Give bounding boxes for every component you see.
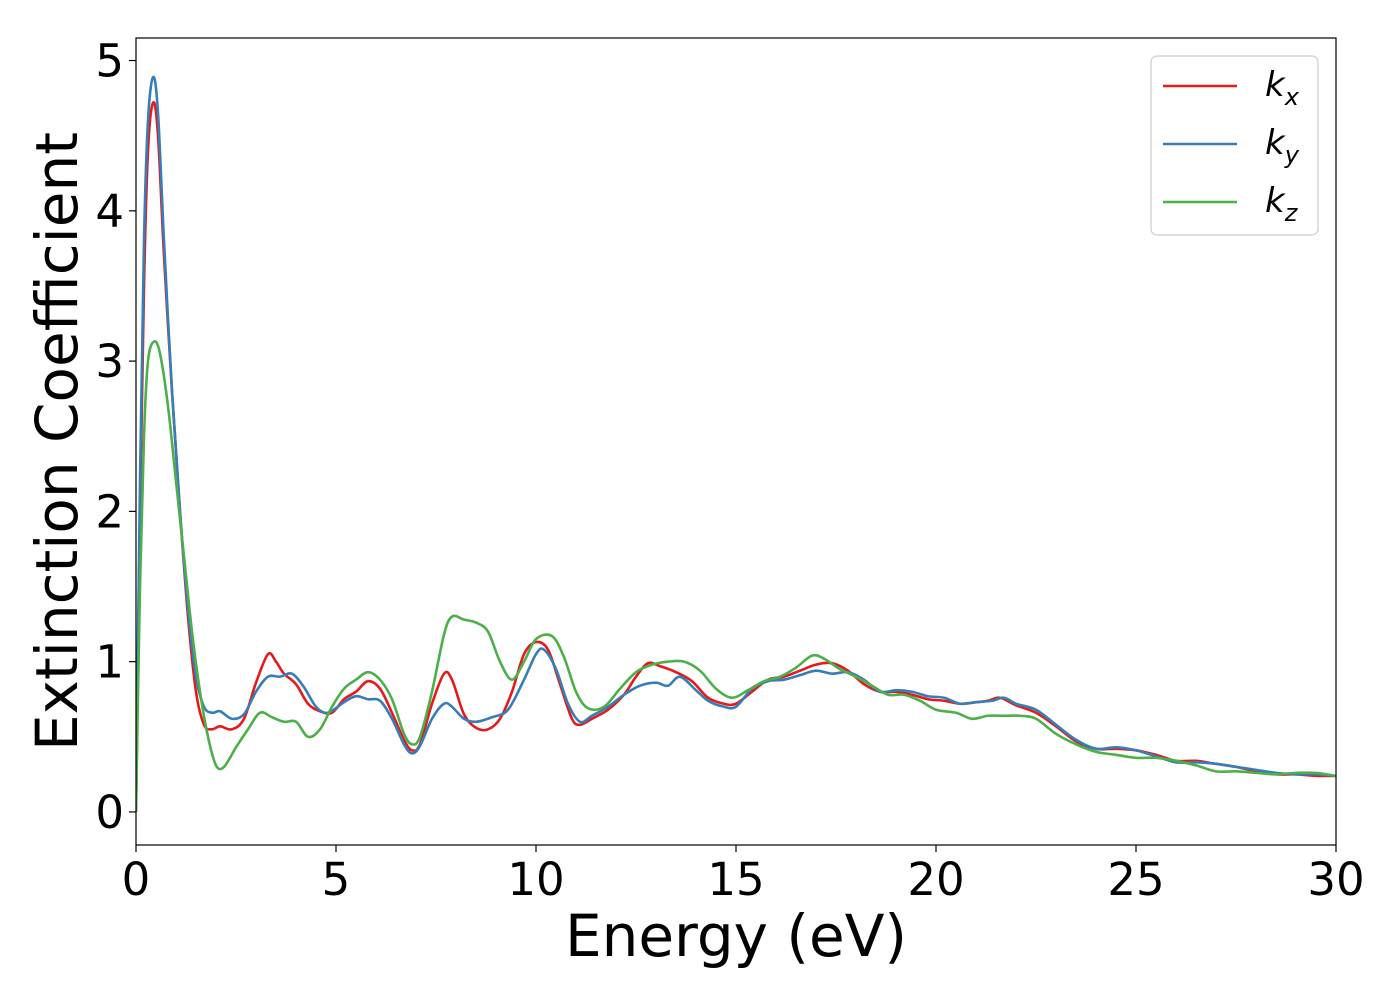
x-axis: 0 5 10 15 20 25 30 xyxy=(122,845,1365,906)
y-tick-label: 5 xyxy=(95,35,124,88)
y-tick-label: 2 xyxy=(95,485,124,538)
x-tick-label: 15 xyxy=(707,853,764,906)
y-tick-label: 3 xyxy=(95,335,124,388)
legend-box xyxy=(1150,55,1319,236)
y-tick-label: 1 xyxy=(95,636,124,689)
x-tick-label: 5 xyxy=(322,853,351,906)
series-layer xyxy=(136,75,1336,812)
series-line-k-z xyxy=(136,339,1336,812)
y-axis: 0 1 2 3 4 5 xyxy=(95,35,136,839)
series-line-k-y xyxy=(136,75,1336,812)
x-tick-label: 25 xyxy=(1107,853,1164,906)
legend-label: kx xyxy=(1265,65,1300,111)
x-axis-label: Energy (eV) xyxy=(565,902,907,970)
y-tick-label: 0 xyxy=(95,786,124,839)
x-tick-label: 30 xyxy=(1307,853,1364,906)
y-tick-label: 4 xyxy=(95,185,124,238)
x-tick-label: 20 xyxy=(907,853,964,906)
x-tick-label: 10 xyxy=(507,853,564,906)
y-axis-label: Extinction Coefficient xyxy=(23,132,91,751)
legend: kx ky kz xyxy=(1150,55,1319,236)
legend-label: kz xyxy=(1265,181,1299,227)
legend-label: ky xyxy=(1265,123,1300,169)
x-tick-label: 0 xyxy=(122,853,151,906)
